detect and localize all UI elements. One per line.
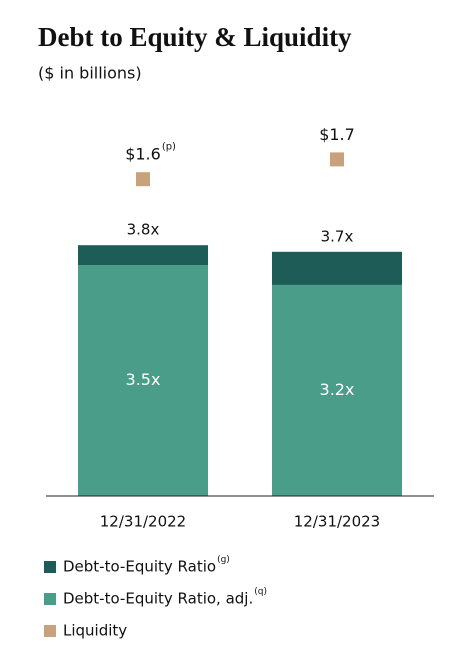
legend-label: Debt-to-Equity Ratio, adj. — [63, 590, 253, 608]
x-tick-label: 12/31/2023 — [294, 513, 380, 531]
value-label: $1.7 — [319, 125, 355, 144]
marker — [136, 172, 150, 187]
legend-swatch — [44, 625, 56, 637]
footnote-marker: (g) — [217, 555, 230, 565]
value-label: 3.8x — [127, 221, 160, 239]
value-label: $1.6 — [125, 145, 161, 164]
legend-swatch — [44, 593, 56, 605]
bar — [78, 265, 208, 496]
chart-subtitle: ($ in billions) — [38, 64, 142, 83]
legend-label: Debt-to-Equity Ratio — [63, 558, 216, 576]
footnote-marker: (q) — [254, 587, 267, 597]
footnote-marker: (p) — [162, 142, 176, 153]
bar — [272, 284, 402, 496]
value-label: 3.7x — [321, 227, 354, 245]
legend-swatch — [44, 561, 56, 573]
value-label: 3.5x — [126, 370, 161, 389]
marker — [330, 152, 344, 167]
legend-label: Liquidity — [63, 622, 127, 640]
chart-title: Debt to Equity & Liquidity — [38, 22, 352, 52]
value-label: 3.2x — [320, 380, 355, 399]
x-tick-label: 12/31/2022 — [100, 513, 186, 531]
